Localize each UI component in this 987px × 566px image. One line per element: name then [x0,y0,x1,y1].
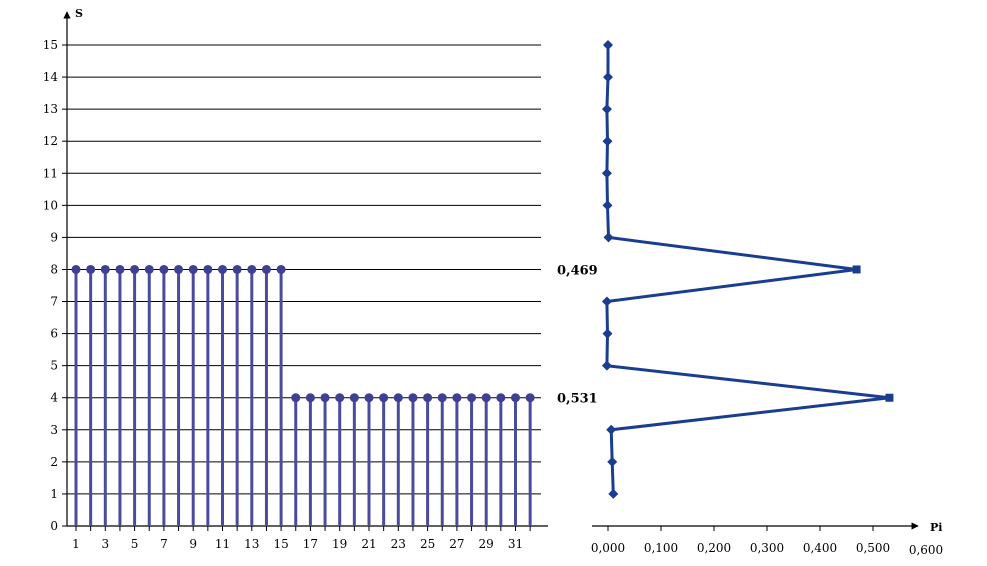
stem-marker [349,393,359,403]
stem-marker [71,264,81,274]
stem-marker [188,264,198,274]
stem-marker [423,393,433,403]
y-tick-label: 1 [50,487,58,501]
x-tick-label: 0,400 [803,541,837,555]
profile-marker [602,136,613,147]
stem-marker [379,393,389,403]
profile-marker [601,360,612,371]
y-tick-label: 15 [43,38,58,52]
x-tick-label: 0,500 [856,541,890,555]
x-tick-label: 0,300 [750,541,784,555]
stem-marker [393,393,403,403]
y-tick-label: 7 [50,295,58,309]
profile-marker [852,265,861,274]
stem-marker [276,264,286,274]
profile-marker [601,296,612,307]
x-tick-label: 15 [273,537,288,551]
y-tick-label: 11 [43,166,58,180]
y-tick-label: 5 [50,359,58,373]
stem-series [71,264,535,526]
x-tick-label: 13 [244,537,259,551]
y-tick-label: 8 [50,262,58,276]
stem-marker [86,264,96,274]
stem-marker [144,264,154,274]
stem-marker [364,393,374,403]
stem-marker [115,264,125,274]
x-tick-label: 31 [508,537,523,551]
stem-marker [437,393,447,403]
x-tick-label: 0,600 [909,543,943,557]
profile-marker [603,72,613,83]
profile-chart-axes: Pi 0,000 0,100 0,200 0,300 0,400 0,500 0,600 [591,521,943,557]
y-tick-label: 0 [50,519,58,533]
x-tick-label: 19 [332,537,347,551]
stem-marker [232,264,242,274]
x-tick-label: 17 [303,537,318,551]
y-tick-label: 2 [50,455,58,469]
y-tick-label: 6 [50,327,58,341]
stem-marker [159,264,169,274]
data-label: 0,469 [557,263,598,278]
profile-marker [601,104,612,115]
y-tick-label: 10 [43,198,58,212]
x-tick-label: 29 [479,537,494,551]
profile-marker [602,200,613,211]
y-tick-label: 4 [50,391,58,405]
x-tick-label: 3 [101,537,109,551]
stem-marker [174,264,184,274]
stem-marker [525,393,535,403]
stem-marker [496,393,506,403]
profile-series [601,40,894,499]
profile-marker [603,40,613,50]
x-tick-label: 21 [361,537,376,551]
profile-marker [608,488,619,499]
profile-marker [601,168,612,179]
stem-marker [320,393,330,403]
stem-marker [100,264,110,274]
stem-marker [218,264,227,274]
stem-marker [247,264,257,274]
stem-marker [261,264,271,274]
stem-marker [305,393,315,403]
x-tick-label: 0,000 [591,541,625,555]
y-tick-label: 9 [50,230,58,244]
profile-marker [602,328,613,339]
profile-marker [603,232,614,243]
data-label: 0,531 [557,392,598,407]
x-tick-label: 0,100 [644,541,678,555]
x-axis-label: Pi [930,521,942,534]
chart-labels: 0,469 0,531 [557,263,598,406]
x-tick-label: 23 [391,537,406,551]
stem-marker [452,393,462,403]
stem-marker [467,393,477,403]
y-tick-label: 12 [43,134,58,148]
x-tick-label: 25 [420,537,435,551]
x-tick-label: 7 [160,537,168,551]
stem-marker [291,393,301,403]
stem-marker [481,393,491,403]
profile-marker [607,456,618,467]
x-tick-label: 5 [131,537,139,551]
x-tick-label: 27 [449,537,464,551]
x-tick-label: 1 [72,537,80,551]
stem-marker [203,264,213,274]
stem-marker [335,393,345,403]
x-tick-label: 9 [189,537,197,551]
stem-marker [511,393,520,403]
y-tick-label: 14 [43,70,59,84]
profile-line [605,45,891,494]
x-tick-label: 0,200 [697,541,731,555]
y-tick-label: 13 [43,102,58,116]
y-tick-label: 3 [50,423,58,437]
y-axis-label: S [75,7,83,20]
stem-marker [408,393,418,403]
profile-marker [606,424,617,435]
stem-marker [130,264,140,274]
profile-marker [885,393,894,402]
gridlines [67,44,541,495]
x-tick-label: 11 [215,537,230,551]
